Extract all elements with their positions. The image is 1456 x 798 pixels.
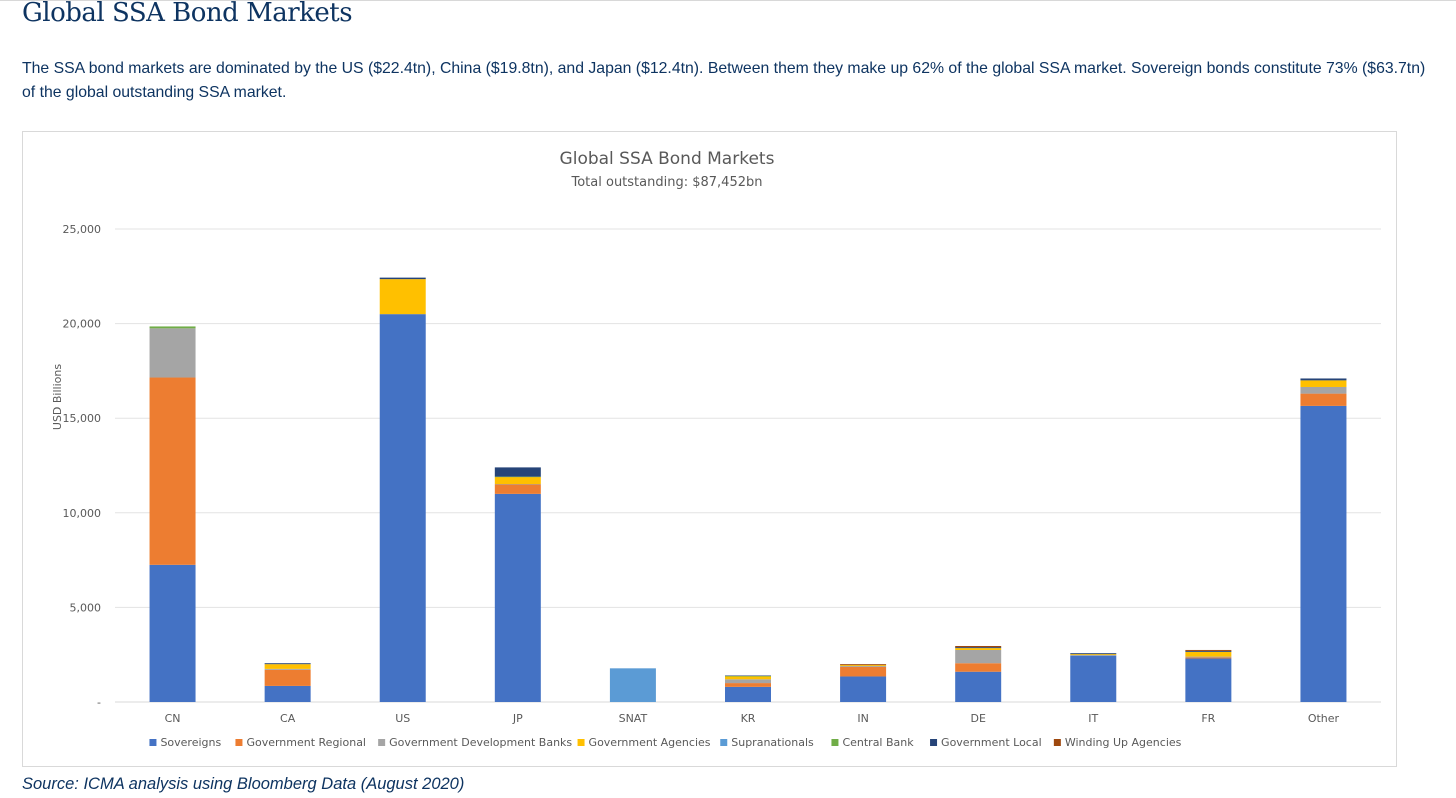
- legend-label: Government Development Banks: [389, 736, 572, 749]
- bar-segment: [955, 645, 1002, 648]
- bar-segment: [840, 665, 887, 667]
- bar-segment: [1070, 654, 1117, 656]
- x-tick-label: DE: [970, 712, 985, 725]
- bar-segment: [379, 314, 426, 702]
- intro-paragraph: The SSA bond markets are dominated by th…: [22, 60, 1426, 101]
- bar-segment: [149, 377, 196, 565]
- bar-segment: [725, 679, 771, 684]
- bar-segment: [1300, 393, 1347, 406]
- bar-segment: [494, 484, 541, 494]
- bar-segment: [264, 663, 311, 665]
- bar-segment: [1300, 378, 1347, 381]
- bar-segment: [1300, 380, 1347, 387]
- bar-segment: [840, 666, 887, 667]
- page-title: Global SSA Bond Markets: [22, 0, 353, 28]
- bar-segment: [609, 668, 656, 702]
- bar-segment: [149, 328, 196, 378]
- legend-swatch: [235, 739, 243, 746]
- bar-segment: [840, 676, 887, 702]
- x-tick-label: IT: [1088, 712, 1098, 725]
- bar-segment: [955, 663, 1002, 672]
- bar-segment: [494, 467, 541, 477]
- x-tick-label: SNAT: [619, 712, 648, 725]
- legend-swatch: [720, 739, 728, 746]
- legend-swatch: [149, 739, 157, 746]
- bar-segment: [1070, 653, 1117, 655]
- legend-label: Government Local: [941, 736, 1042, 749]
- bar-segment: [1185, 650, 1232, 652]
- bar-segment: [840, 666, 887, 677]
- legend-label: Government Regional: [246, 736, 366, 749]
- bar-segment: [379, 279, 426, 315]
- legend-label: Winding Up Agencies: [1065, 736, 1182, 749]
- bar-segment: [725, 675, 771, 677]
- bar-stacks: [149, 277, 1347, 702]
- bar-segment: [264, 669, 311, 686]
- x-tick-label: CN: [165, 712, 181, 725]
- legend-label: Government Agencies: [589, 736, 711, 749]
- legend-label: Central Bank: [842, 736, 914, 749]
- gridlines: [115, 228, 1381, 703]
- bar-segment: [1300, 405, 1347, 702]
- bar-segment: [955, 671, 1002, 702]
- bar-segment: [725, 686, 771, 702]
- bar-segment: [264, 685, 311, 702]
- bar-segment: [1185, 649, 1232, 651]
- bar-segment: [149, 326, 196, 329]
- bar-segment: [494, 476, 541, 478]
- legend-label: Sovereigns: [160, 736, 221, 749]
- y-tick-label: -: [97, 696, 101, 709]
- bar-segment: [1070, 655, 1117, 656]
- bar-segment: [840, 664, 887, 666]
- legend-label: Supranationals: [731, 736, 814, 749]
- bar-segment: [149, 564, 196, 702]
- legend-swatch: [577, 739, 585, 746]
- bar-segment: [955, 647, 1002, 649]
- x-tick-label: JP: [512, 712, 523, 725]
- legend-swatch: [930, 739, 938, 746]
- legend-swatch: [831, 739, 839, 746]
- bar-segment: [1300, 386, 1347, 394]
- bar-segment: [494, 477, 541, 485]
- bar-segment: [1185, 657, 1232, 659]
- bar-segment: [725, 683, 771, 687]
- chart-container: Global SSA Bond Markets Total outstandin…: [22, 131, 1397, 767]
- bar-segment: [264, 664, 311, 669]
- bar-segment: [725, 675, 771, 677]
- y-tick-label: 15,000: [63, 412, 102, 425]
- source-note: Source: ICMA analysis using Bloomberg Da…: [22, 775, 465, 793]
- x-tick-label: IN: [857, 712, 868, 725]
- bar-segment: [264, 668, 311, 670]
- bar-segment: [1070, 655, 1117, 702]
- legend-swatch: [1053, 739, 1061, 746]
- bar-segment: [1185, 656, 1232, 658]
- legend-swatch: [378, 739, 386, 746]
- x-tick-label: Other: [1308, 712, 1340, 725]
- bar-segment: [725, 676, 771, 680]
- y-axis-label: USD Billions: [51, 364, 64, 430]
- x-axis-ticks: CN CA US JP SNAT KR IN DE IT FR Other: [165, 712, 1340, 725]
- bar-segment: [494, 493, 541, 702]
- x-tick-label: FR: [1201, 712, 1215, 725]
- bar-segment: [955, 648, 1002, 650]
- top-divider: [0, 0, 1456, 1]
- bar-segment: [494, 484, 541, 485]
- x-tick-label: KR: [741, 712, 756, 725]
- y-tick-label: 5,000: [70, 601, 102, 614]
- chart-legend: Sovereigns Government Regional Government …: [149, 736, 1182, 749]
- x-tick-label: US: [395, 712, 410, 725]
- bar-segment: [955, 649, 1002, 664]
- y-axis-ticks: - 5,000 10,000 15,000 20,000 25,000: [63, 223, 102, 709]
- x-tick-label: CA: [280, 712, 296, 725]
- stacked-bar-chart: Global SSA Bond Markets Total outstandin…: [51, 149, 1381, 749]
- bar-segment: [1185, 658, 1232, 702]
- bar-segment: [1185, 651, 1232, 657]
- y-tick-label: 10,000: [63, 507, 102, 520]
- chart-title: Global SSA Bond Markets: [560, 149, 775, 169]
- y-tick-label: 25,000: [63, 223, 102, 236]
- chart-subtitle: Total outstanding: $87,452bn: [571, 175, 763, 190]
- bar-segment: [379, 277, 426, 280]
- y-tick-label: 20,000: [63, 318, 102, 331]
